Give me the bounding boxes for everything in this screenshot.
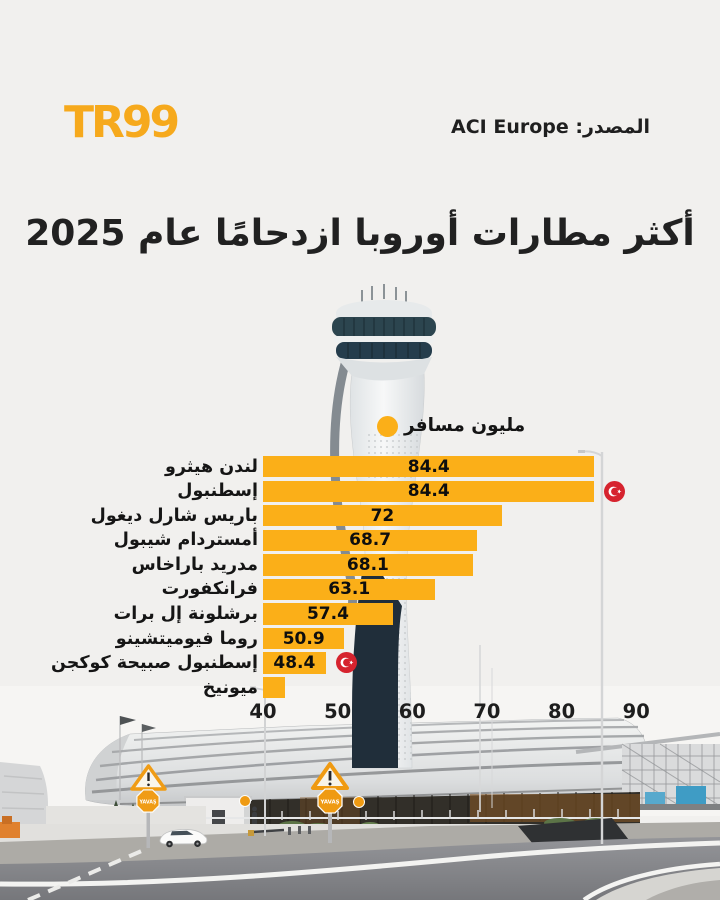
row-bar: 72 (263, 505, 502, 527)
car (159, 829, 208, 848)
row-value: 50.9 (282, 628, 325, 649)
construction-scaffold (575, 732, 720, 810)
legend-dot-icon (377, 416, 398, 437)
row-label: مدريد باراخاس (131, 554, 258, 575)
flag (142, 724, 156, 732)
chart-row: باريس شارل ديغول 72 (0, 505, 720, 527)
row-label: برشلونة إل برات (113, 603, 258, 624)
x-axis-tick: 70 (473, 700, 501, 723)
chart-row: لندن هيثرو 84.4 (0, 456, 720, 478)
x-axis-tick: 50 (324, 700, 352, 723)
row-bar: 50.9 (263, 627, 345, 650)
row-value: 68.1 (346, 554, 389, 575)
warning-sign-center: YAVAŞ (311, 762, 349, 843)
chart-row: فرانكفورت 63.1 (0, 578, 720, 601)
barrier-gate (251, 828, 285, 834)
chart-row: إسطنبول 84.4 (0, 480, 720, 502)
row-label: فرانكفورت (161, 579, 258, 600)
chart-row: ميونيخ (0, 676, 720, 699)
row-bar: 84.4 (263, 480, 595, 502)
turkey-flag-icon (335, 652, 357, 674)
road-line (0, 840, 720, 887)
row-label: أمستردام شيبول (113, 530, 258, 551)
source-label: المصدر: ACI Europe (451, 116, 650, 138)
chart-row: إسطنبول صبيحة كوكجن 48.4 (0, 652, 720, 674)
row-bar (263, 676, 286, 699)
x-axis-tick: 90 (622, 700, 650, 723)
row-value: 57.4 (306, 603, 349, 624)
row-value: 72 (370, 505, 395, 526)
row-value: 84.4 (407, 456, 450, 477)
row-bar: 57.4 (263, 603, 393, 625)
chart-rows: لندن هيثرو 84.4 إسطنبول 84.4 باريس شارل ديغو… (0, 456, 720, 706)
legend-label: مليون مسافر (404, 415, 526, 436)
row-label: روما فيوميتشينو (115, 628, 258, 649)
x-axis: 40 50 60 70 80 90 (0, 700, 720, 728)
yavas-sign-icon (317, 788, 343, 814)
row-bar: 48.4 (263, 652, 326, 674)
row-bar: 84.4 (263, 456, 595, 478)
row-label: باريس شارل ديغول (90, 505, 258, 526)
road-dashed-line (27, 848, 145, 900)
chart-row: مدريد باراخاس 68.1 (0, 554, 720, 576)
side-building (0, 762, 48, 830)
chart-row: أمستردام شيبول 68.7 (0, 529, 720, 552)
row-label: ميونيخ (202, 677, 258, 698)
row-value: 63.1 (328, 579, 371, 600)
x-axis-tick: 40 (249, 700, 277, 723)
light-poles (119, 450, 604, 844)
flag (120, 716, 136, 725)
chart-row: برشلونة إل برات 57.4 (0, 603, 720, 625)
round-sign-icon (239, 795, 251, 807)
brand-logo: TR99 (64, 97, 180, 148)
row-value: 84.4 (407, 481, 450, 502)
round-sign-icon (353, 796, 365, 808)
equipment (0, 822, 20, 838)
row-bar: 63.1 (263, 578, 436, 601)
ground (0, 806, 720, 900)
yavas-sign-text: YAVAŞ (319, 799, 339, 805)
row-label: إسطنبول (177, 481, 258, 502)
row-bar: 68.7 (263, 529, 478, 552)
row-bar: 68.1 (263, 554, 473, 576)
row-label: إسطنبول صبيحة كوكجن (51, 653, 258, 674)
warning-sign-left: YAVAŞ (130, 764, 167, 848)
row-label: لندن هيثرو (164, 456, 258, 477)
chart-row: روما فيوميتشينو 50.9 (0, 627, 720, 650)
row-value: 68.7 (349, 530, 392, 551)
infographic-title: أكثر مطارات أوروبا ازدحامًا عام 2025 (25, 213, 695, 254)
turkey-flag-icon (604, 480, 626, 502)
x-axis-tick: 80 (548, 700, 576, 723)
yavas-sign-icon (136, 789, 160, 813)
yavas-sign-text: YAVAŞ (139, 800, 157, 806)
x-axis-tick: 60 (398, 700, 426, 723)
row-value: 48.4 (273, 653, 316, 674)
